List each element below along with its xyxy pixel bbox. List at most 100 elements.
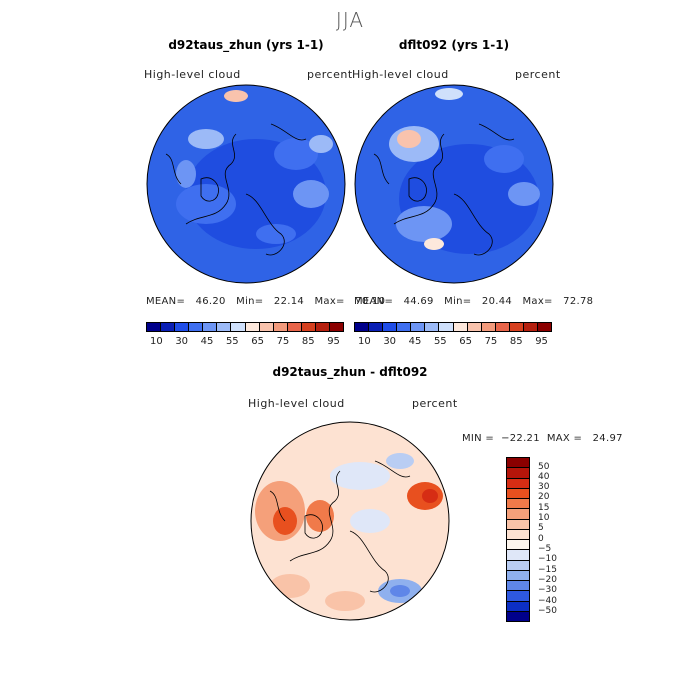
colorbar-swatch — [507, 458, 529, 469]
colorbar-swatch — [217, 323, 232, 331]
colorbar-swatch — [507, 488, 529, 499]
diff-minmax: MIN = −22.21 MAX = 24.97 — [462, 433, 623, 444]
tick-label: 45 — [408, 336, 422, 347]
colorbar-swatch — [369, 323, 384, 331]
top-left-stats: MEAN= 46.20 Min= 22.14 Max= 70.10 — [146, 296, 386, 307]
colorbar-swatch — [411, 323, 426, 331]
tick-label: −15 — [538, 565, 557, 575]
colorbar-swatch — [507, 560, 529, 571]
top-right-title: dflt092 (yrs 1-1) — [398, 38, 510, 52]
tick-label: −10 — [538, 554, 557, 564]
colorbar-swatch — [203, 323, 218, 331]
colorbar-swatch — [507, 499, 529, 510]
tick-label: −50 — [538, 606, 557, 616]
top-left-field-label: High-level cloud — [144, 68, 241, 81]
colorbar-left-swatches — [146, 322, 344, 332]
colorbar-swatch — [161, 323, 176, 331]
diff-colorbar-labels: 50 40 30 20 15 10 5 0 −5 −10 −15 −20 −30… — [538, 457, 578, 622]
colorbar-right-labels: 10 30 45 55 65 75 85 95 — [354, 336, 552, 347]
tick-label: 10 — [358, 336, 371, 347]
diff-units-label: percent — [412, 397, 458, 410]
colorbar-swatch — [507, 581, 529, 592]
colorbar-swatch — [287, 323, 302, 331]
tick-label: −5 — [538, 544, 552, 554]
tick-label: 30 — [383, 336, 397, 347]
top-right-map — [354, 84, 554, 284]
diff-colorbar-swatches — [506, 457, 530, 622]
tick-label: 15 — [538, 503, 550, 513]
season-title: JJA — [335, 8, 365, 32]
colorbar-swatch — [301, 323, 316, 331]
tick-label: 65 — [251, 336, 264, 347]
colorbar-swatch — [355, 323, 370, 331]
colorbar-swatch — [189, 323, 204, 331]
top-right-stats: MEAN= 44.69 Min= 20.44 Max= 72.78 — [354, 296, 594, 307]
colorbar-swatch — [507, 468, 529, 479]
tick-label: 85 — [301, 336, 315, 347]
colorbar-right-swatches — [354, 322, 552, 332]
tick-label: 20 — [538, 492, 550, 502]
colorbar-swatch — [538, 323, 552, 331]
colorbar-swatch — [507, 570, 529, 581]
colorbar-swatch — [231, 323, 246, 331]
colorbar-swatch — [397, 323, 412, 331]
tick-label: −20 — [538, 575, 557, 585]
tick-label: 95 — [327, 336, 340, 347]
colorbar-swatch — [259, 323, 274, 331]
colorbar-swatch — [523, 323, 539, 331]
tick-label: 45 — [200, 336, 214, 347]
diff-title: d92taus_zhun - dflt092 — [272, 365, 428, 379]
abs-colorbar-left: 10 30 45 55 65 75 85 95 — [146, 322, 344, 347]
colorbar-swatch — [507, 601, 529, 612]
colorbar-swatch — [507, 529, 529, 540]
diff-field-label: High-level cloud — [248, 397, 345, 410]
colorbar-swatch — [273, 323, 288, 331]
tick-label: 40 — [538, 472, 550, 482]
colorbar-swatch — [507, 591, 529, 602]
colorbar-swatch — [507, 478, 529, 489]
tick-label: 10 — [538, 513, 550, 523]
colorbar-swatch — [507, 550, 529, 561]
colorbar-swatch — [507, 611, 529, 621]
colorbar-swatch — [245, 323, 260, 331]
colorbar-swatch — [507, 519, 529, 530]
tick-label: 55 — [225, 336, 239, 347]
colorbar-swatch — [175, 323, 190, 331]
colorbar-swatch — [507, 509, 529, 520]
tick-label: 30 — [175, 336, 189, 347]
colorbar-swatch — [330, 323, 344, 331]
top-right-field-label: High-level cloud — [352, 68, 449, 81]
tick-label: −30 — [538, 585, 557, 595]
colorbar-swatch — [507, 540, 529, 551]
colorbar-swatch — [453, 323, 468, 331]
top-left-units-label: percent — [307, 68, 353, 81]
tick-label: 75 — [484, 336, 498, 347]
tick-label: 30 — [538, 482, 550, 492]
colorbar-swatch — [495, 323, 510, 331]
colorbar-swatch — [315, 323, 331, 331]
diff-map — [250, 421, 450, 621]
colorbar-swatch — [481, 323, 496, 331]
tick-label: 10 — [150, 336, 163, 347]
top-left-title: d92taus_zhun (yrs 1-1) — [168, 38, 324, 52]
colorbar-swatch — [425, 323, 440, 331]
diff-colorbar — [506, 457, 530, 622]
top-left-map — [146, 84, 346, 284]
abs-colorbar-right: 10 30 45 55 65 75 85 95 — [354, 322, 552, 347]
colorbar-left-labels: 10 30 45 55 65 75 85 95 — [146, 336, 344, 347]
colorbar-swatch — [383, 323, 398, 331]
colorbar-swatch — [509, 323, 524, 331]
tick-label: −40 — [538, 596, 557, 606]
tick-label: 50 — [538, 462, 550, 472]
tick-label: 5 — [538, 523, 544, 533]
tick-label: 65 — [459, 336, 472, 347]
colorbar-swatch — [467, 323, 482, 331]
tick-label: 85 — [509, 336, 523, 347]
top-right-units-label: percent — [515, 68, 561, 81]
colorbar-swatch — [439, 323, 454, 331]
tick-label: 55 — [433, 336, 447, 347]
tick-label: 0 — [538, 534, 544, 544]
colorbar-swatch — [147, 323, 162, 331]
tick-label: 75 — [276, 336, 290, 347]
tick-label: 95 — [535, 336, 548, 347]
